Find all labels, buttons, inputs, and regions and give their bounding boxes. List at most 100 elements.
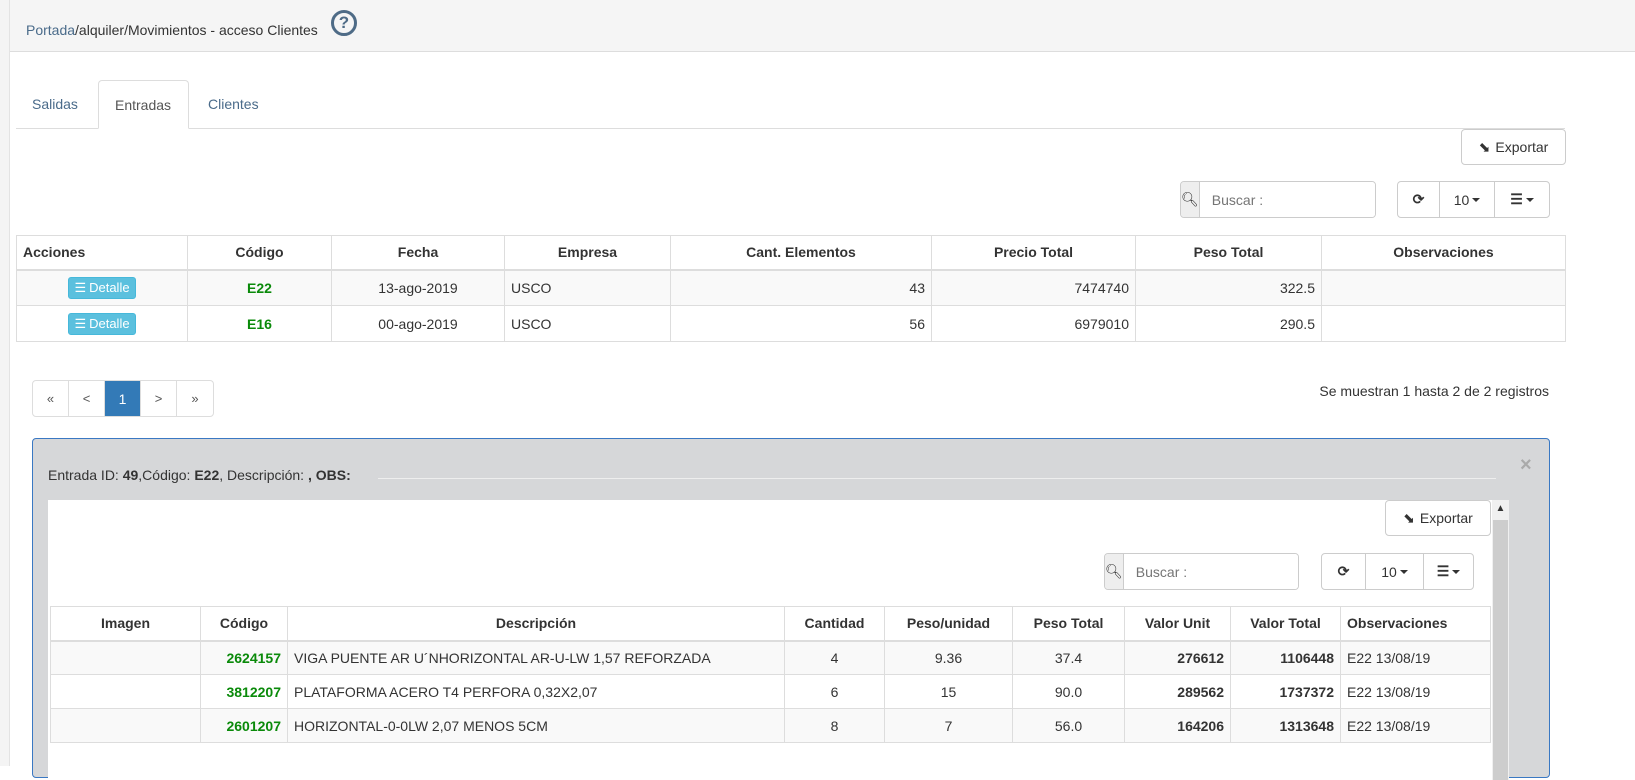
table-cell bbox=[1321, 269, 1566, 306]
refresh-button[interactable]: ⟳ bbox=[1322, 554, 1366, 589]
table-cell: E22 13/08/19 bbox=[1340, 674, 1491, 709]
scrollbar-thumb[interactable] bbox=[1493, 520, 1508, 780]
table-cell: E22 13/08/19 bbox=[1340, 708, 1491, 743]
table-cell: 289562 bbox=[1124, 674, 1231, 709]
detail-button[interactable]: ☰ Detalle bbox=[68, 276, 136, 299]
table-cell: 43 bbox=[670, 269, 932, 306]
column-header[interactable]: Cantidad bbox=[784, 606, 885, 641]
column-header[interactable]: Imagen bbox=[50, 606, 201, 641]
detail-button[interactable]: ☰ Detalle bbox=[68, 312, 136, 335]
table-cell: 13-ago-2019 bbox=[331, 269, 505, 306]
breadcrumb-path: /alquiler/Movimientos - acceso Clientes bbox=[75, 22, 318, 38]
export-icon: ⬊ bbox=[1403, 509, 1415, 526]
column-header[interactable]: Peso Total bbox=[1012, 606, 1125, 641]
table-row: ☰ Detalle E22 13-ago-2019 USCO 43 7474740 322.5 bbox=[16, 269, 1566, 306]
scrollbar[interactable]: ▲ bbox=[1492, 500, 1509, 780]
table-cell: 6979010 bbox=[931, 305, 1136, 342]
detail-label: Detalle bbox=[89, 280, 130, 296]
pagination: « < 1 > » bbox=[32, 380, 214, 417]
page-next[interactable]: > bbox=[141, 381, 177, 416]
table-cell: PLATAFORMA ACERO T4 PERFORA 0,32X2,07 bbox=[287, 674, 785, 709]
table-cell: 322.5 bbox=[1135, 269, 1322, 306]
help-icon[interactable]: ? bbox=[331, 10, 357, 36]
column-header[interactable]: Observaciones bbox=[1321, 235, 1566, 270]
column-header[interactable]: Cant. Elementos bbox=[670, 235, 932, 270]
page-first[interactable]: « bbox=[33, 381, 69, 416]
refresh-button[interactable]: ⟳ bbox=[1398, 182, 1440, 217]
table-cell bbox=[50, 708, 201, 743]
export-icon: ⬊ bbox=[1478, 138, 1491, 155]
table-cell: VIGA PUENTE AR U´NHORIZONTAL AR-U-LW 1,5… bbox=[287, 640, 785, 675]
detail-table: Imagen Código Descripción Cantidad Peso/unid… bbox=[50, 606, 1491, 743]
column-header[interactable]: Acciones bbox=[16, 235, 188, 270]
table-cell: 3812207 bbox=[200, 674, 288, 709]
detail-table-tools: ⟳ 10 ☰ bbox=[1321, 553, 1474, 590]
table-cell: 8 bbox=[784, 708, 885, 743]
table-cell: 1106448 bbox=[1230, 640, 1341, 675]
list-icon: ☰ bbox=[1436, 563, 1450, 579]
table-tools: ⟳ 10 ☰ bbox=[1397, 181, 1550, 218]
tab-clientes[interactable]: Clientes bbox=[208, 96, 259, 112]
table-cell: 37.4 bbox=[1012, 640, 1125, 675]
tab-entradas[interactable]: Entradas bbox=[98, 80, 189, 129]
detail-export-button[interactable]: ⬊ Exportar bbox=[1385, 500, 1491, 536]
table-cell: E22 bbox=[187, 269, 332, 306]
search-icon: 🔍︎ bbox=[1181, 182, 1200, 217]
table-cell bbox=[50, 674, 201, 709]
page-prev[interactable]: < bbox=[69, 381, 105, 416]
table-cell: 164206 bbox=[1124, 708, 1231, 743]
header-bar bbox=[10, 0, 1635, 52]
column-header[interactable]: Peso/unidad bbox=[884, 606, 1013, 641]
export-button[interactable]: ⬊ Exportar bbox=[1461, 129, 1566, 165]
detail-label: Detalle bbox=[89, 316, 130, 331]
refresh-icon: ⟳ bbox=[1337, 563, 1350, 579]
list-icon: ☰ bbox=[74, 315, 87, 331]
page-last[interactable]: » bbox=[191, 391, 199, 406]
table-row: 3812207 PLATAFORMA ACERO T4 PERFORA 0,32X… bbox=[50, 674, 1491, 709]
page-size-dropdown[interactable]: 10 bbox=[1366, 554, 1424, 589]
column-header[interactable]: Valor Unit bbox=[1124, 606, 1231, 641]
table-cell bbox=[1321, 305, 1566, 342]
divider bbox=[378, 478, 1496, 479]
column-header[interactable]: Código bbox=[187, 235, 332, 270]
entradas-table: Acciones Código Fecha Empresa Cant. Elemento… bbox=[16, 235, 1566, 342]
column-header[interactable]: Fecha bbox=[331, 235, 505, 270]
caret-down-icon bbox=[1452, 569, 1461, 574]
table-cell: HORIZONTAL-0-0LW 2,07 MENOS 5CM bbox=[287, 708, 785, 743]
table-cell: 2601207 bbox=[200, 708, 288, 743]
table-cell: E16 bbox=[187, 305, 332, 342]
actions-cell: ☰ Detalle bbox=[16, 305, 188, 342]
table-cell: 56.0 bbox=[1012, 708, 1125, 743]
table-cell: 6 bbox=[784, 674, 885, 709]
table-row: 2624157 VIGA PUENTE AR U´NHORIZONTAL AR-U… bbox=[50, 640, 1491, 675]
table-cell: 90.0 bbox=[1012, 674, 1125, 709]
detail-title: Entrada ID: 49,Código: E22, Descripción:… bbox=[48, 467, 351, 483]
detail-search-input[interactable] bbox=[1123, 554, 1298, 589]
actions-cell: ☰ Detalle bbox=[16, 269, 188, 306]
columns-dropdown[interactable]: ☰ bbox=[1424, 554, 1473, 589]
table-cell: 7474740 bbox=[931, 269, 1136, 306]
column-header[interactable]: Empresa bbox=[504, 235, 671, 270]
page-size-dropdown[interactable]: 10 bbox=[1440, 182, 1495, 217]
column-header[interactable]: Precio Total bbox=[931, 235, 1136, 270]
table-row: 2601207 HORIZONTAL-0-0LW 2,07 MENOS 5CM 8 7… bbox=[50, 708, 1491, 743]
column-header[interactable]: Peso Total bbox=[1135, 235, 1322, 270]
page-current[interactable]: 1 bbox=[105, 381, 141, 416]
search-group: 🔍︎ bbox=[1180, 181, 1376, 218]
search-input[interactable] bbox=[1199, 182, 1375, 217]
table-cell: USCO bbox=[504, 269, 671, 306]
detail-search-group: 🔍︎ bbox=[1104, 553, 1299, 590]
column-header[interactable]: Descripción bbox=[287, 606, 785, 641]
table-row: ☰ Detalle E16 00-ago-2019 USCO 56 6979010 290.5 bbox=[16, 305, 1566, 342]
breadcrumb-home-link[interactable]: Portada bbox=[26, 22, 76, 38]
column-header[interactable]: Código bbox=[200, 606, 288, 641]
list-icon: ☰ bbox=[74, 279, 87, 295]
left-gutter bbox=[0, 0, 10, 766]
column-header[interactable]: Valor Total bbox=[1230, 606, 1341, 641]
tab-salidas[interactable]: Salidas bbox=[32, 96, 78, 112]
column-header[interactable]: Observaciones bbox=[1340, 606, 1491, 641]
table-cell: 2624157 bbox=[200, 640, 288, 675]
scroll-up-icon[interactable]: ▲ bbox=[1495, 503, 1506, 514]
columns-dropdown[interactable]: ☰ bbox=[1495, 182, 1549, 217]
close-icon[interactable]: × bbox=[1520, 454, 1532, 476]
